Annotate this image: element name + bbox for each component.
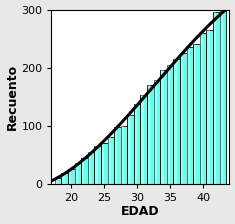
Bar <box>141 95 147 184</box>
Bar <box>147 85 154 184</box>
Bar <box>69 169 71 184</box>
Bar <box>194 44 196 184</box>
Bar <box>81 157 88 184</box>
Bar <box>168 65 170 184</box>
Bar <box>180 53 187 184</box>
Bar <box>207 30 210 184</box>
Bar <box>160 71 167 184</box>
Bar <box>134 103 137 184</box>
Bar <box>134 103 141 184</box>
Bar <box>101 143 107 184</box>
Bar <box>141 95 144 184</box>
Bar <box>161 71 164 184</box>
Bar <box>88 152 94 184</box>
Bar <box>193 44 200 184</box>
Bar <box>128 115 131 184</box>
Bar <box>187 47 193 184</box>
Bar <box>148 85 150 184</box>
Bar <box>82 157 84 184</box>
Bar <box>187 47 190 184</box>
Bar <box>55 178 58 184</box>
Bar <box>74 163 81 184</box>
Bar <box>206 30 213 184</box>
Bar <box>55 178 61 184</box>
Bar <box>75 163 78 184</box>
X-axis label: EDAD: EDAD <box>121 205 160 218</box>
Bar <box>167 65 173 184</box>
Bar <box>181 53 183 184</box>
Bar <box>219 10 226 184</box>
Bar <box>114 127 121 184</box>
Bar <box>127 115 134 184</box>
Bar <box>174 59 177 184</box>
Bar <box>102 143 104 184</box>
Bar <box>220 10 223 184</box>
Bar <box>213 13 219 184</box>
Bar <box>173 59 180 184</box>
Bar <box>200 33 203 184</box>
Bar <box>108 137 111 184</box>
Bar <box>121 126 124 184</box>
Bar <box>115 127 118 184</box>
Bar <box>61 173 68 184</box>
Bar <box>68 169 74 184</box>
Bar <box>95 146 98 184</box>
Y-axis label: Recuento: Recuento <box>6 64 19 130</box>
Bar <box>94 146 101 184</box>
Bar <box>121 126 127 184</box>
Bar <box>62 173 65 184</box>
Bar <box>88 152 91 184</box>
Bar <box>200 33 206 184</box>
Bar <box>214 13 216 184</box>
Bar <box>154 80 160 184</box>
Bar <box>154 80 157 184</box>
Bar <box>107 137 114 184</box>
